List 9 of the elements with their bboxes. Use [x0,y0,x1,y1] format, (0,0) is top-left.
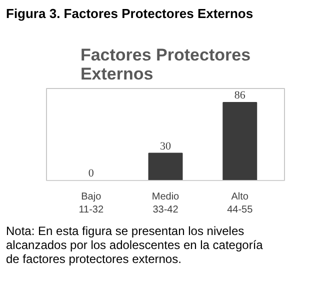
data-label: 0 [88,168,94,180]
text: Nota: En esta figura se presentan los niveles alcanzados por los adolescentes en la categoría de factores protectores externos. [6,224,263,266]
x-tick-label: Alto 44-55 [227,192,254,216]
data-label: 86 [234,90,246,102]
data-label: 30 [160,140,172,152]
x-tick-label: Medio 33-42 [152,192,180,216]
chart-subtitle: Figura 3. Factores Protectores Externos [6,5,254,23]
chart-title: Factores Protectores Externos [80,46,251,84]
x-tick-label: Bajo 11-32 [78,192,104,216]
